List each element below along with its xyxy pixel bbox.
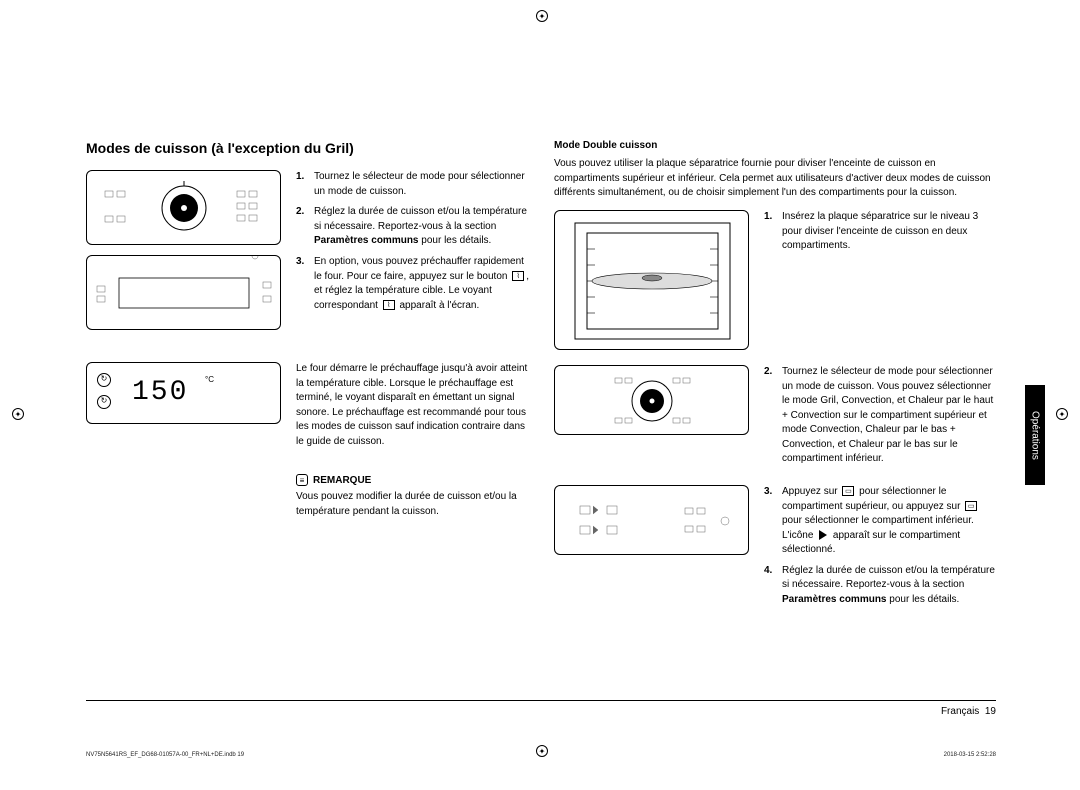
note-label: REMARQUE [313,475,371,486]
diagram-oven-cavity [554,210,749,350]
footer-page: Français 19 [941,706,996,717]
left-column: Modes de cuisson (à l'exception du Gril) [86,140,531,170]
right-column: Mode Double cuisson Vous pouvez utiliser… [554,140,999,211]
crop-mark [536,745,548,757]
heat-icon: ⌇ [512,271,524,281]
step-item: 2. Réglez la durée de cuisson et/ou la t… [296,205,531,249]
crop-mark [12,408,24,420]
step-item: 1. Tournez le sélecteur de mode pour sél… [296,170,531,199]
step-item: 4. Réglez la durée de cuisson et/ou la t… [764,564,999,608]
diagram-compartment-panel [554,485,749,555]
section-heading: Modes de cuisson (à l'exception du Gril) [86,140,531,156]
steps-block-a: 1. Tournez le sélecteur de mode pour sél… [296,170,531,255]
note-icon: ≡ [296,474,308,486]
step-1-block: 1. Insérez la plaque séparatrice sur le … [764,210,999,260]
subheading: Mode Double cuisson [554,140,999,151]
intro-paragraph: Vous pouvez utiliser la plaque séparatri… [554,157,999,201]
note-text: Vous pouvez modifier la durée de cuisson… [296,490,531,519]
step-2-block: 2. Tournez le sélecteur de mode pour sél… [764,365,999,473]
step-item: 2. Tournez le sélecteur de mode pour sél… [764,365,999,467]
clock-icon: ↻ [97,395,111,409]
note-header: ≡ REMARQUE [296,474,531,486]
diagram-temperature-display: ↻ ↻ 150 °C [86,362,281,424]
compartment-bottom-icon: ▭ [965,501,977,511]
heat-icon: ⌇ [383,300,395,310]
note-block: ≡ REMARQUE Vous pouvez modifier la durée… [296,470,531,519]
preheating-paragraph: Le four démarre le préchauffage jusqu'à … [296,362,531,449]
temp-value: 150 [132,377,188,408]
steps-block-b: 3. En option, vous pouvez préchauffer ra… [296,255,531,319]
step-item: 1. Insérez la plaque séparatrice sur le … [764,210,999,254]
footer-rule [86,700,996,701]
step-item: 3. Appuyez sur ▭ pour sélectionner le co… [764,485,999,558]
footer-timestamp: 2018-03-15 2:52:28 [944,752,996,758]
step-3-4-block: 3. Appuyez sur ▭ pour sélectionner le co… [764,485,999,613]
clock-icon: ↻ [97,373,111,387]
side-tab: Opérations [1025,385,1045,485]
temp-unit: °C [205,375,214,384]
compartment-top-icon: ▭ [842,486,854,496]
diagram-display-panel [86,255,281,330]
triangle-icon [819,530,827,540]
crop-mark [1056,408,1068,420]
crop-mark [536,10,548,22]
diagram-control-panel-dial [86,170,281,245]
diagram-mode-dial [554,365,749,435]
step-item: 3. En option, vous pouvez préchauffer ra… [296,255,531,313]
footer-file-info: NV75N5641RS_EF_DG68-01057A-00_FR+NL+DE.i… [86,752,244,758]
